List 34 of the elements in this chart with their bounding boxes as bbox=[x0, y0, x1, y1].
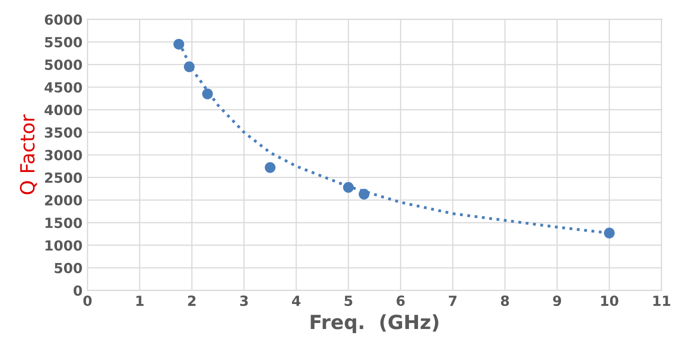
point bbox=[173, 38, 184, 50]
x-tick-label: 8 bbox=[500, 296, 509, 306]
y-tick-label: 4500 bbox=[44, 82, 82, 93]
y-tick-label: 3500 bbox=[44, 127, 82, 138]
y-tick-label: 3000 bbox=[44, 150, 82, 160]
y-axis-title: Q Factor bbox=[20, 114, 37, 194]
x-tick-label: 11 bbox=[653, 296, 670, 306]
x-tick-label: 10 bbox=[601, 296, 618, 306]
y-tick-label: 2000 bbox=[45, 195, 82, 206]
point bbox=[343, 182, 354, 193]
y-tick-label: 4000 bbox=[44, 104, 82, 116]
y-tick-label: 5000 bbox=[45, 60, 82, 70]
x-tick-label: 5 bbox=[344, 296, 352, 306]
y-tick-label: 0 bbox=[74, 285, 82, 296]
x-tick-label: 0 bbox=[83, 296, 92, 306]
x-tick-label: 4 bbox=[292, 296, 300, 306]
point bbox=[604, 228, 615, 238]
y-tick-label: 2500 bbox=[45, 172, 82, 183]
point bbox=[264, 162, 276, 173]
x-tick-label: 9 bbox=[553, 296, 562, 306]
point bbox=[358, 188, 370, 200]
x-tick-label: 2 bbox=[188, 296, 196, 306]
x-tick-label: 1 bbox=[136, 296, 144, 306]
x-axis-title: Freq. (GHz) bbox=[310, 314, 438, 334]
x-tick-label: 7 bbox=[448, 296, 456, 306]
y-tick-label: 6000 bbox=[44, 14, 82, 25]
x-tick-label: 6 bbox=[396, 296, 405, 306]
y-tick-label: 5500 bbox=[45, 36, 82, 48]
y-tick-label: 1000 bbox=[46, 240, 82, 251]
point bbox=[202, 88, 213, 100]
point bbox=[184, 61, 195, 72]
y-tick-label: 500 bbox=[54, 262, 82, 274]
y-tick-label: 1500 bbox=[46, 218, 82, 228]
x-tick-label: 3 bbox=[240, 296, 248, 306]
